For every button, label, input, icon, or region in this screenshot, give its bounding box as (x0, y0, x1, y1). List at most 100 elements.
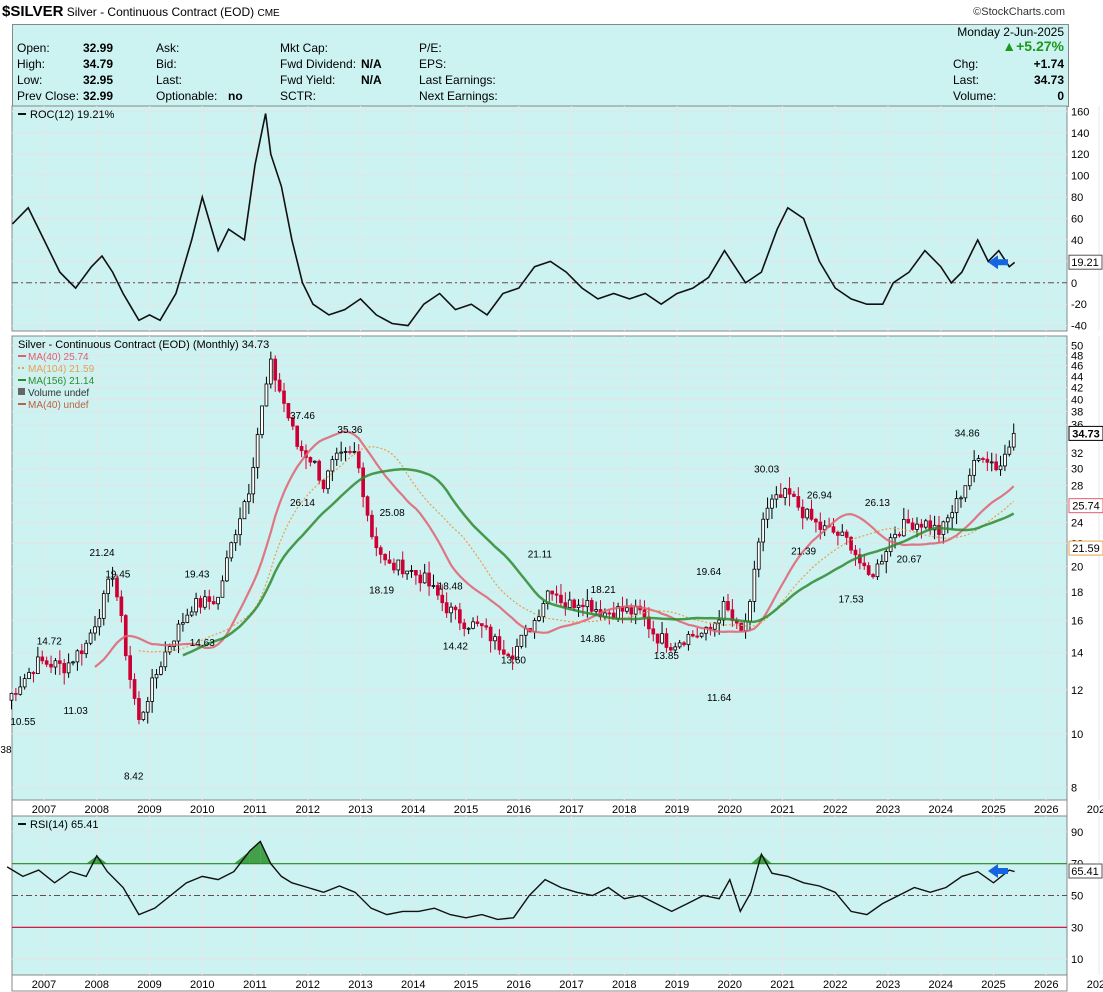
candle-body (506, 653, 511, 657)
rsi-arrow-icon (988, 863, 1008, 878)
candle-body (884, 551, 889, 562)
x-tick-label: 2024 (929, 804, 953, 816)
ma104-value-box-label: 21.59 (1072, 543, 1100, 555)
candle-body (370, 514, 374, 538)
candle-body (53, 660, 58, 668)
roc-legend-label: ROC(12) 19.21% (30, 109, 115, 121)
sctr-label: SCTR: (280, 89, 316, 103)
candle-body (110, 577, 115, 580)
candle-body (198, 598, 203, 608)
candle-body (836, 531, 840, 536)
price-annotation: 21.11 (528, 550, 553, 561)
last-earnings-label: Last Earnings: (419, 73, 496, 87)
candle-body (242, 501, 247, 520)
candle-body (787, 488, 792, 495)
candle-body (800, 506, 805, 519)
candle-body (392, 562, 396, 571)
candle-body (686, 633, 691, 646)
y-tick-label: 20 (1071, 562, 1083, 574)
candle-body (818, 521, 823, 530)
price-annotation: 21.39 (791, 546, 816, 557)
candle-body (910, 522, 915, 530)
y-tick-label: 30 (1071, 922, 1083, 934)
candle-body (629, 607, 634, 615)
y-tick-label: 60 (1071, 214, 1083, 226)
candle-body (748, 601, 752, 622)
candle-body (862, 562, 867, 567)
candle-body (220, 580, 225, 598)
candle-body (901, 518, 906, 537)
candle-body (49, 663, 53, 668)
candle-body (559, 594, 563, 604)
x-tick-label: 2019 (665, 979, 689, 991)
y-tick-label: -40 (1071, 321, 1087, 333)
candle-body (290, 417, 295, 427)
price-annotation: 34.86 (955, 428, 980, 439)
price-annotation: 37.46 (290, 411, 315, 422)
x-tick-label: 2021 (770, 804, 794, 816)
fwd-yield-label: Fwd Yield: (280, 73, 336, 87)
candle-body (189, 611, 194, 616)
price-annotation: 30.03 (754, 464, 779, 475)
y-tick-label: 46 (1071, 361, 1083, 373)
price-annotation: 17.53 (839, 594, 864, 605)
candle-body (97, 617, 102, 628)
candle-body (203, 596, 207, 608)
brand-logo[interactable]: ©StockCharts.com (973, 6, 1065, 18)
candle-body (40, 656, 45, 662)
price-annotation: 10.55 (10, 717, 35, 728)
candle-body (374, 536, 379, 549)
fwd-yield-value: N/A (361, 73, 382, 87)
candle-body (330, 459, 335, 472)
price-annotation: 19.45 (105, 569, 130, 580)
candle-body (440, 594, 445, 604)
price-annotation: 13.60 (501, 656, 526, 667)
candle-body (770, 498, 774, 509)
candle-body (585, 600, 590, 608)
candle-body (471, 621, 475, 629)
ask-label: Ask: (156, 41, 180, 55)
candle-body (796, 496, 801, 508)
last-col2-label: Last: (156, 73, 183, 87)
candle-body (321, 479, 326, 490)
candle-body (866, 565, 871, 575)
x-tick-label: 2008 (85, 979, 109, 991)
candle-body (875, 563, 880, 578)
candle-body (923, 520, 928, 528)
y-tick-label: 32 (1071, 448, 1083, 460)
candle-body (950, 512, 955, 519)
candle-body (695, 635, 700, 638)
candle-body (57, 660, 62, 664)
y-tick-label: 140 (1071, 128, 1089, 140)
candle-body (589, 600, 594, 612)
candle-body (664, 633, 669, 648)
mkt-cap-label: Mkt Cap: (280, 41, 329, 55)
candle-body (792, 493, 796, 497)
candle-body (844, 531, 849, 538)
candle-body (9, 693, 14, 701)
candle-body (778, 494, 783, 498)
x-tick-label: 2008 (85, 804, 109, 816)
candle-body (1007, 446, 1012, 455)
candle-body (431, 585, 436, 587)
x-tick-label: 2017 (559, 804, 583, 816)
x-tick-label: 2026 (1034, 804, 1058, 816)
next-earnings-label: Next Earnings: (419, 89, 498, 103)
candle-body (906, 518, 911, 524)
quote-panel: Open: 32.99 High: 34.79 Low: 32.95 Prev … (12, 24, 1069, 107)
candle-body (550, 590, 554, 595)
candle-body (1003, 453, 1007, 467)
candle-body (765, 507, 770, 520)
candle-body (93, 626, 97, 634)
candle-body (277, 379, 282, 392)
roc-line (11, 113, 1016, 327)
x-tick-label: 2013 (348, 979, 372, 991)
candle-body (1011, 432, 1016, 448)
candle-body (387, 559, 392, 564)
candle-body (137, 698, 141, 720)
y-tick-label: 80 (1071, 192, 1083, 204)
price-annotation: 14.63 (190, 638, 215, 649)
exchange: CME (257, 8, 280, 19)
price-annotation: 11.03 (64, 706, 89, 717)
x-tick-label: 2010 (190, 979, 214, 991)
